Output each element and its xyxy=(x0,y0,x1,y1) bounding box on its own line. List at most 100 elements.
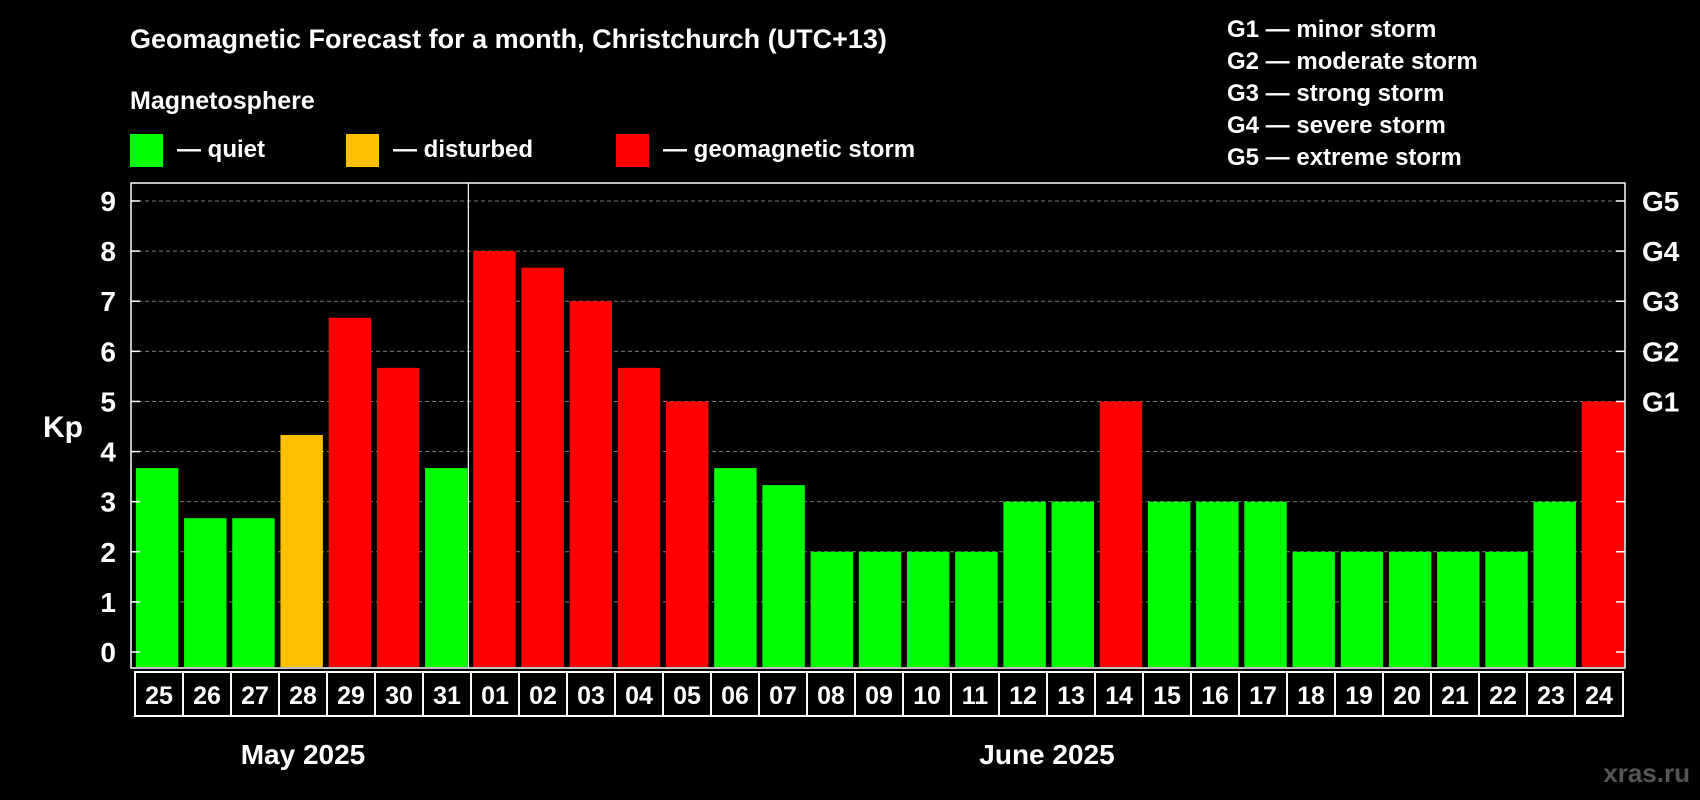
x-tick-label-09: 09 xyxy=(865,682,893,710)
bar-18 xyxy=(1292,551,1335,667)
g-scale-label-G3: G3 xyxy=(1642,286,1679,317)
g-scale-label-G2: G2 xyxy=(1642,336,1679,367)
y-tick-label-1: 1 xyxy=(100,587,116,618)
storm-scale-g5: G5 — extreme storm xyxy=(1227,144,1462,171)
bar-07 xyxy=(762,485,805,667)
chart-title: Geomagnetic Forecast for a month, Christ… xyxy=(130,24,887,54)
x-tick-label-23: 23 xyxy=(1537,682,1565,710)
x-tick-label-14: 14 xyxy=(1105,682,1133,710)
y-tick-label-8: 8 xyxy=(100,236,116,267)
bar-13 xyxy=(1051,501,1094,667)
x-tick-label-01: 01 xyxy=(481,682,509,710)
legend: — quiet — disturbed — geomagnetic storm xyxy=(130,134,915,167)
bar-09 xyxy=(858,551,902,667)
bar-24 xyxy=(1581,401,1625,667)
bar-25 xyxy=(135,468,179,667)
bar-10 xyxy=(906,551,950,667)
x-tick-label-05: 05 xyxy=(673,682,701,710)
x-tick-label-16: 16 xyxy=(1201,682,1229,710)
y-tick-label-6: 6 xyxy=(100,336,116,367)
x-tick-label-03: 03 xyxy=(577,682,605,710)
storm-scale-g4: G4 — severe storm xyxy=(1227,112,1446,139)
x-tick-label-19: 19 xyxy=(1345,682,1373,710)
x-tick-label-12: 12 xyxy=(1009,682,1037,710)
bar-16 xyxy=(1196,501,1239,667)
bar-05 xyxy=(666,401,709,667)
x-tick-label-08: 08 xyxy=(817,682,845,710)
bar-08 xyxy=(810,551,854,667)
g-scale-label-G4: G4 xyxy=(1642,236,1680,267)
bar-20 xyxy=(1388,551,1432,667)
axis-layer: 0 1 2 3 4 5 6 7 8 9 G1 G2 G3 G4 G5 xyxy=(100,182,1680,669)
x-tick-label-28: 28 xyxy=(289,682,317,710)
x-tick-label-25: 25 xyxy=(145,682,173,710)
x-tick-label-06: 06 xyxy=(721,682,749,710)
bar-06 xyxy=(714,468,757,667)
x-tick-label-07: 07 xyxy=(769,682,797,710)
bar-22 xyxy=(1485,551,1528,667)
storm-scale: G1 — minor storm G2 — moderate storm G3 … xyxy=(1227,16,1478,171)
x-tick-label-26: 26 xyxy=(193,682,221,710)
bar-15 xyxy=(1147,501,1191,667)
bar-27 xyxy=(232,518,275,667)
bar-02 xyxy=(521,267,564,667)
g-scale-label-G1: G1 xyxy=(1642,386,1679,417)
y-tick-label-4: 4 xyxy=(100,437,116,468)
storm-scale-g2: G2 — moderate storm xyxy=(1227,48,1478,75)
bar-04 xyxy=(617,367,661,667)
bar-01 xyxy=(473,251,516,667)
storm-scale-g3: G3 — strong storm xyxy=(1227,80,1444,107)
bar-28 xyxy=(280,435,323,667)
y-tick-label-0: 0 xyxy=(100,637,116,668)
legend-label-quiet: — quiet xyxy=(177,136,265,163)
bar-14 xyxy=(1099,401,1143,667)
x-tick-label-02: 02 xyxy=(529,682,557,710)
y-tick-label-9: 9 xyxy=(100,186,116,217)
x-tick-label-22: 22 xyxy=(1489,682,1517,710)
bar-21 xyxy=(1437,551,1480,667)
x-tick-label-20: 20 xyxy=(1393,682,1421,710)
plot-frame xyxy=(130,182,1626,669)
y-tick-label-3: 3 xyxy=(100,487,116,518)
storm-scale-g1: G1 — minor storm xyxy=(1227,16,1436,43)
bar-29 xyxy=(328,317,372,667)
x-tick-label-17: 17 xyxy=(1249,682,1277,710)
legend-swatch-storm xyxy=(616,134,649,167)
month-label-1: June 2025 xyxy=(979,739,1114,770)
bar-26 xyxy=(184,518,227,667)
x-tick-label-18: 18 xyxy=(1297,682,1325,710)
bar-23 xyxy=(1533,501,1576,667)
category-frame xyxy=(134,671,1624,717)
bar-19 xyxy=(1340,551,1384,667)
legend-heading: Magnetosphere xyxy=(130,87,315,115)
watermark: xras.ru xyxy=(1603,758,1690,788)
bar-03 xyxy=(569,301,613,667)
legend-label-storm: — geomagnetic storm xyxy=(663,136,915,163)
bar-31 xyxy=(425,468,468,667)
x-tick-label-15: 15 xyxy=(1153,682,1181,710)
legend-swatch-quiet xyxy=(130,134,163,167)
bar-30 xyxy=(376,367,420,667)
bar-12 xyxy=(1003,501,1046,667)
x-tick-label-29: 29 xyxy=(337,682,365,710)
x-tick-label-24: 24 xyxy=(1585,682,1613,710)
bar-17 xyxy=(1244,501,1287,667)
bar-layer xyxy=(135,251,1625,667)
month-label-0: May 2025 xyxy=(241,739,366,770)
x-tick-label-11: 11 xyxy=(962,682,989,710)
y-axis-label: Kp xyxy=(43,411,83,444)
legend-swatch-disturbed xyxy=(346,134,379,167)
x-tick-label-27: 27 xyxy=(241,682,269,710)
x-tick-label-21: 21 xyxy=(1441,682,1469,710)
x-tick-label-13: 13 xyxy=(1057,682,1085,710)
y-tick-label-5: 5 xyxy=(100,386,116,417)
category-layer: 25 26 27 28 29 30 31 01 02 03 04 05 06 07 08 09 10 11 12 13… xyxy=(134,671,1624,770)
legend-label-disturbed: — disturbed xyxy=(393,136,533,163)
bar-11 xyxy=(955,551,998,667)
y-tick-label-7: 7 xyxy=(100,286,116,317)
g-scale-label-G5: G5 xyxy=(1642,186,1679,217)
y-tick-label-2: 2 xyxy=(100,537,116,568)
x-tick-label-04: 04 xyxy=(625,682,653,710)
x-tick-label-31: 31 xyxy=(433,682,461,710)
